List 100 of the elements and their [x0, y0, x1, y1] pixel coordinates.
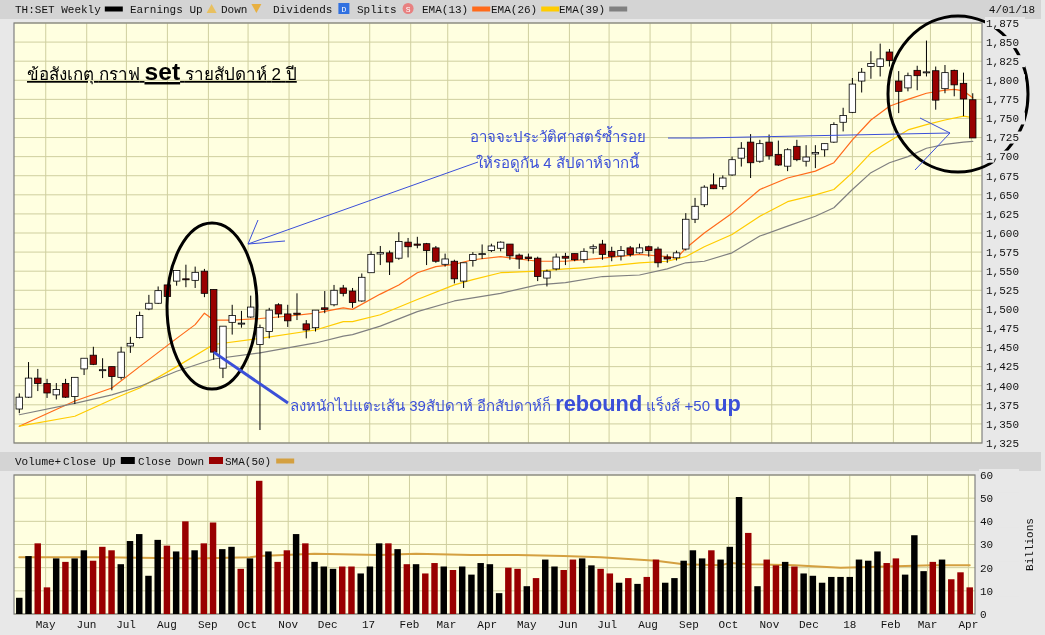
candlestick [135, 311, 144, 339]
y-tick-label: 1,450 [986, 342, 1020, 355]
candlestick [922, 40, 931, 77]
y-tick-label: 1,600 [986, 227, 1020, 240]
candlestick [811, 144, 820, 169]
bar [108, 550, 115, 614]
candlestick [15, 392, 23, 414]
text: ข้อสังเกตุ กราฟ set รายสัปดาห์ 2 ปี [27, 58, 297, 85]
bar [422, 573, 429, 614]
bar [468, 574, 475, 614]
x-tick-label: Nov [759, 619, 780, 631]
bar [698, 558, 706, 614]
bar [569, 559, 577, 614]
y-tick-label: 1,675 [986, 170, 1020, 183]
legend-label: EMA(26) [491, 4, 538, 16]
bar [643, 576, 650, 614]
y-tick-label: 1,800 [986, 75, 1020, 88]
bar [772, 565, 780, 614]
bar [71, 558, 78, 614]
x-tick-label: Sep [197, 619, 218, 631]
bar [200, 543, 208, 614]
bar [652, 559, 660, 614]
bar [828, 576, 835, 614]
x-tick-label: Oct [237, 619, 258, 631]
bar [274, 561, 281, 614]
bar [588, 565, 595, 614]
candlestick [700, 184, 708, 208]
text: Dividends [273, 4, 333, 16]
bar [957, 572, 964, 614]
y-tick-label: 30 [980, 539, 994, 552]
bar [597, 568, 604, 614]
y-tick-label: 1,625 [986, 208, 1020, 221]
line-series [18, 552, 971, 569]
bar [864, 560, 872, 614]
candlestick [98, 357, 107, 379]
legend-title: Volume+ [15, 456, 62, 468]
bar [145, 575, 152, 614]
y-tick-label: 1,375 [986, 399, 1020, 412]
x-tick-label: Apr [958, 619, 979, 631]
bar [255, 480, 263, 614]
bar [99, 546, 106, 614]
bar [394, 549, 401, 614]
bar [708, 550, 715, 614]
annotation: ให้รอดูกัน 4 สัปดาห์จากนี้ [476, 152, 640, 172]
bar [265, 551, 272, 614]
candlestick [839, 107, 847, 132]
candlestick [783, 147, 792, 172]
x-tick-label: Sep [679, 619, 699, 631]
bar [440, 566, 447, 614]
bar [883, 563, 890, 614]
bar [966, 587, 973, 614]
y-tick-label: 1,700 [986, 151, 1020, 164]
text: 4/01/18 [988, 4, 1035, 16]
legend-label: Close Up [63, 456, 116, 468]
bar [126, 541, 134, 614]
bar [477, 563, 484, 614]
candlestick [200, 268, 209, 298]
bar [339, 566, 346, 614]
text: Splits [357, 4, 397, 16]
candlestick [737, 141, 745, 168]
bar [846, 576, 853, 614]
y-tick-label: 50 [980, 493, 994, 506]
bar [237, 568, 244, 614]
bar [532, 578, 540, 614]
bar [403, 564, 411, 614]
candlestick [247, 295, 255, 319]
circle-icon: S [402, 3, 414, 14]
candlestick [459, 262, 468, 289]
bar [329, 568, 337, 614]
bar [495, 593, 503, 614]
y-tick-label: 40 [980, 516, 994, 529]
candlestick [385, 250, 394, 276]
legend-label: Close Down [138, 456, 205, 468]
bar [486, 564, 494, 614]
bar [348, 566, 355, 614]
y-tick-label: 1,775 [986, 94, 1020, 107]
y-tick-label: 20 [980, 562, 994, 575]
bar [449, 569, 457, 614]
y-tick-label: 1,750 [986, 113, 1020, 126]
y-tick-label: 1,575 [986, 246, 1020, 259]
legend-label: TH:SET Weekly [15, 4, 102, 16]
bar [745, 532, 752, 614]
legend-label: EMA(13) [422, 4, 469, 16]
candlestick [24, 361, 33, 399]
x-tick-label: Aug [638, 619, 658, 631]
y-tick-label: 10 [980, 585, 994, 598]
bar [292, 534, 300, 614]
candlestick [71, 376, 79, 405]
bar [172, 551, 180, 614]
bar [578, 558, 586, 614]
bar [735, 497, 743, 614]
candlestick [959, 72, 968, 117]
x-tick-label: Feb [880, 619, 901, 631]
y-tick-label: 1,500 [986, 304, 1020, 317]
bar [717, 559, 724, 614]
bar [920, 571, 927, 614]
bar [117, 564, 125, 614]
bar [412, 564, 420, 614]
y-tick-label: 1,425 [986, 361, 1020, 374]
bar [929, 561, 937, 614]
